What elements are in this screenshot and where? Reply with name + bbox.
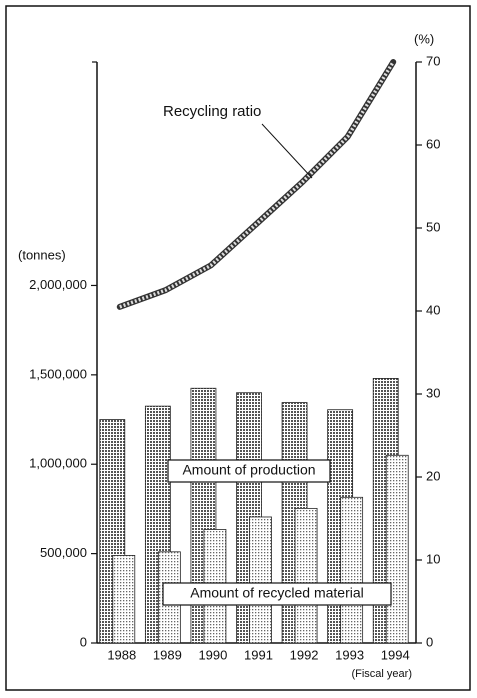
y2-tick-label: 60 bbox=[426, 136, 440, 151]
y2-tick-label: 20 bbox=[426, 468, 440, 483]
bar bbox=[340, 496, 364, 644]
bar bbox=[294, 507, 318, 644]
legend-box bbox=[167, 459, 331, 483]
x-axis-label: (Fiscal year) bbox=[351, 668, 412, 680]
x-tick-label: 1989 bbox=[153, 647, 182, 662]
bar bbox=[249, 516, 272, 644]
y2-axis-label: (%) bbox=[414, 31, 434, 46]
y2-tick-label: 70 bbox=[426, 53, 440, 68]
y2-tick-label: 50 bbox=[426, 219, 440, 234]
frame bbox=[5, 5, 471, 691]
legend-label: Amount of recycled material bbox=[190, 585, 364, 601]
y2-tick-label: 30 bbox=[426, 385, 440, 400]
ratio-line-casing bbox=[116, 59, 397, 310]
x-tick-label: 1994 bbox=[381, 647, 410, 662]
x-tick-label: 1988 bbox=[107, 647, 136, 662]
x-tick-label: 1993 bbox=[335, 647, 364, 662]
y-axis-label: (tonnes) bbox=[18, 247, 66, 262]
y-tick-label: 500,000 bbox=[40, 545, 87, 560]
y-tick-label: 0 bbox=[80, 634, 87, 649]
y2-tick-label: 10 bbox=[426, 551, 440, 566]
line-label: Recycling ratio bbox=[163, 103, 261, 120]
legend-label: Amount of production bbox=[182, 462, 315, 478]
bar bbox=[385, 454, 409, 644]
y-tick-label: 1,500,000 bbox=[29, 366, 87, 381]
ratio-line bbox=[119, 61, 395, 309]
y-tick-label: 2,000,000 bbox=[29, 277, 87, 292]
label-pointer bbox=[261, 123, 313, 179]
bar bbox=[112, 555, 136, 644]
x-tick-label: 1992 bbox=[290, 647, 319, 662]
y-tick-label: 1,000,000 bbox=[29, 456, 87, 471]
x-tick-label: 1991 bbox=[244, 647, 273, 662]
y2-tick-label: 40 bbox=[426, 302, 440, 317]
y2-tick-label: 0 bbox=[426, 634, 433, 649]
x-tick-label: 1990 bbox=[198, 647, 227, 662]
legend-box bbox=[162, 582, 392, 606]
